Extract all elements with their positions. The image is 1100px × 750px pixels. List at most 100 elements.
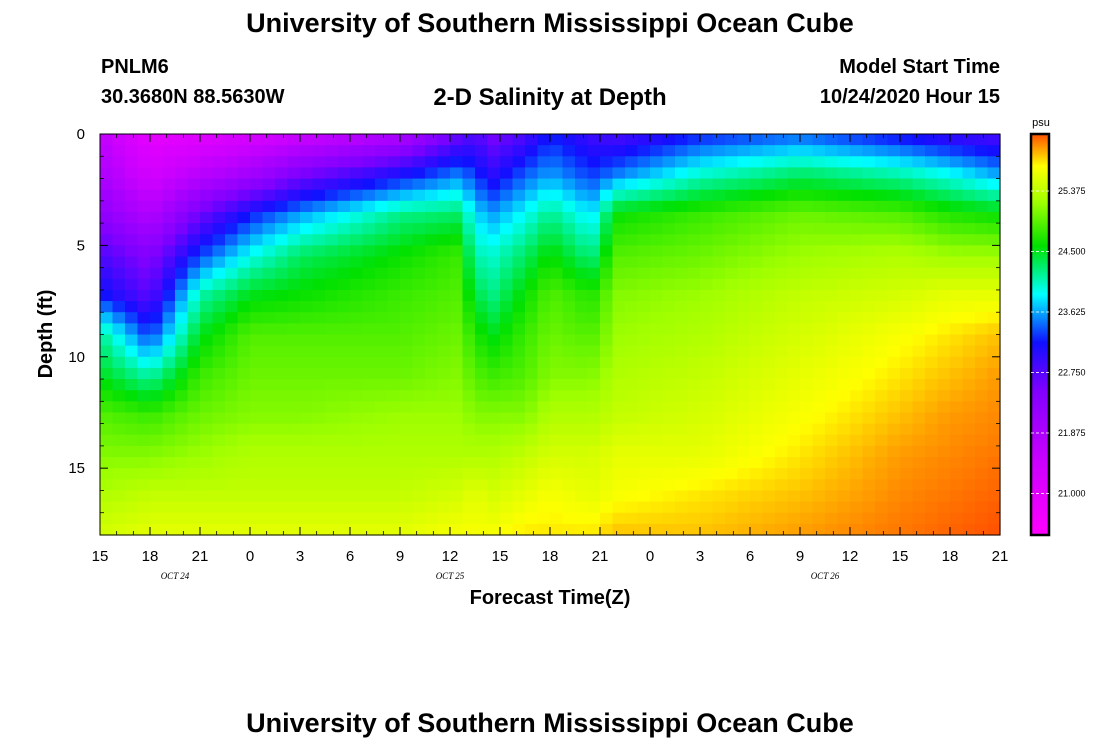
heatmap-cell	[537, 301, 551, 313]
heatmap-cell	[475, 145, 489, 157]
heatmap-cell	[237, 200, 251, 213]
heatmap-cell	[275, 189, 289, 202]
heatmap-cell	[562, 256, 576, 269]
heatmap-cell	[250, 434, 264, 447]
heatmap-cell	[912, 312, 926, 324]
heatmap-cell	[200, 312, 214, 324]
heatmap-cell	[962, 234, 976, 246]
heatmap-cell	[350, 401, 364, 414]
heatmap-cell	[262, 267, 276, 280]
heatmap-cell	[537, 323, 551, 336]
heatmap-cell	[425, 490, 439, 503]
heatmap-cell	[337, 211, 351, 224]
heatmap-cell	[575, 523, 589, 536]
heatmap-cell	[837, 501, 851, 514]
heatmap-cell	[525, 490, 539, 503]
heatmap-cell	[675, 512, 689, 525]
x-tick-label: 0	[646, 548, 654, 565]
heatmap-cell	[637, 200, 651, 213]
heatmap-cell	[525, 278, 539, 291]
heatmap-cell	[300, 334, 314, 347]
heatmap-cell	[987, 323, 1001, 336]
heatmap-cell	[725, 468, 739, 480]
heatmap-cell	[825, 479, 839, 492]
heatmap-cell	[125, 434, 139, 447]
x-tick-label: 15	[92, 548, 109, 565]
heatmap-cell	[500, 445, 514, 458]
heatmap-cell	[475, 367, 489, 380]
heatmap-cell	[675, 167, 689, 180]
heatmap-cell	[312, 490, 326, 503]
heatmap-cell	[587, 468, 601, 480]
heatmap-cell	[537, 490, 551, 503]
heatmap-cell	[687, 445, 701, 458]
heatmap-cell	[675, 189, 689, 202]
heatmap-cell	[925, 334, 939, 347]
heatmap-cell	[837, 468, 851, 480]
heatmap-cell	[650, 234, 664, 246]
heatmap-cell	[275, 167, 289, 180]
heatmap-cell	[700, 245, 714, 258]
heatmap-cell	[900, 501, 914, 514]
heatmap-cell	[887, 490, 901, 503]
heatmap-cell	[325, 301, 339, 313]
heatmap-cell	[737, 245, 751, 258]
heatmap-cell	[700, 178, 714, 191]
heatmap-cell	[312, 167, 326, 180]
heatmap-cell	[162, 434, 176, 447]
heatmap-cell	[787, 156, 801, 169]
heatmap-cell	[712, 156, 726, 169]
heatmap-cell	[325, 401, 339, 414]
heatmap-cell	[150, 256, 164, 269]
heatmap-cell	[200, 145, 214, 157]
heatmap-cell	[650, 156, 664, 169]
heatmap-cell	[175, 145, 189, 157]
heatmap-cell	[325, 278, 339, 291]
heatmap-cell	[325, 245, 339, 258]
heatmap-cell	[762, 334, 776, 347]
heatmap-cell	[925, 412, 939, 425]
heatmap-cell	[937, 245, 951, 258]
heatmap-cell	[200, 200, 214, 213]
heatmap-cell	[387, 211, 401, 224]
heatmap-cell	[287, 434, 301, 447]
heatmap-cell	[125, 390, 139, 402]
heatmap-cell	[812, 523, 826, 536]
heatmap-cell	[500, 323, 514, 336]
heatmap-cell	[412, 356, 426, 369]
heatmap-cell	[637, 134, 651, 146]
heatmap-cell	[725, 189, 739, 202]
heatmap-cell	[375, 189, 389, 202]
heatmap-cell	[850, 334, 864, 347]
heatmap-cell	[150, 301, 164, 313]
heatmap-cell	[275, 267, 289, 280]
heatmap-cell	[162, 412, 176, 425]
heatmap-cell	[125, 312, 139, 324]
heatmap-cell	[875, 479, 889, 492]
heatmap-cell	[587, 134, 601, 146]
heatmap-cell	[687, 334, 701, 347]
heatmap-cell	[412, 178, 426, 191]
heatmap-cell	[837, 178, 851, 191]
heatmap-cell	[700, 512, 714, 525]
heatmap-cell	[750, 379, 764, 391]
heatmap-cell	[437, 178, 451, 191]
heatmap-cell	[725, 412, 739, 425]
heatmap-cell	[212, 211, 226, 224]
heatmap-cell	[837, 156, 851, 169]
heatmap-cell	[112, 167, 126, 180]
heatmap-cell	[600, 145, 614, 157]
heatmap-cell	[487, 356, 501, 369]
heatmap-cell	[112, 278, 126, 291]
heatmap-cell	[600, 312, 614, 324]
heatmap-cell	[725, 134, 739, 146]
heatmap-cell	[175, 468, 189, 480]
heatmap-cell	[550, 479, 564, 492]
heatmap-cell	[600, 390, 614, 402]
heatmap-cell	[437, 234, 451, 246]
heatmap-cell	[825, 167, 839, 180]
heatmap-cell	[437, 134, 451, 146]
heatmap-cell	[100, 312, 114, 324]
heatmap-cell	[487, 334, 501, 347]
